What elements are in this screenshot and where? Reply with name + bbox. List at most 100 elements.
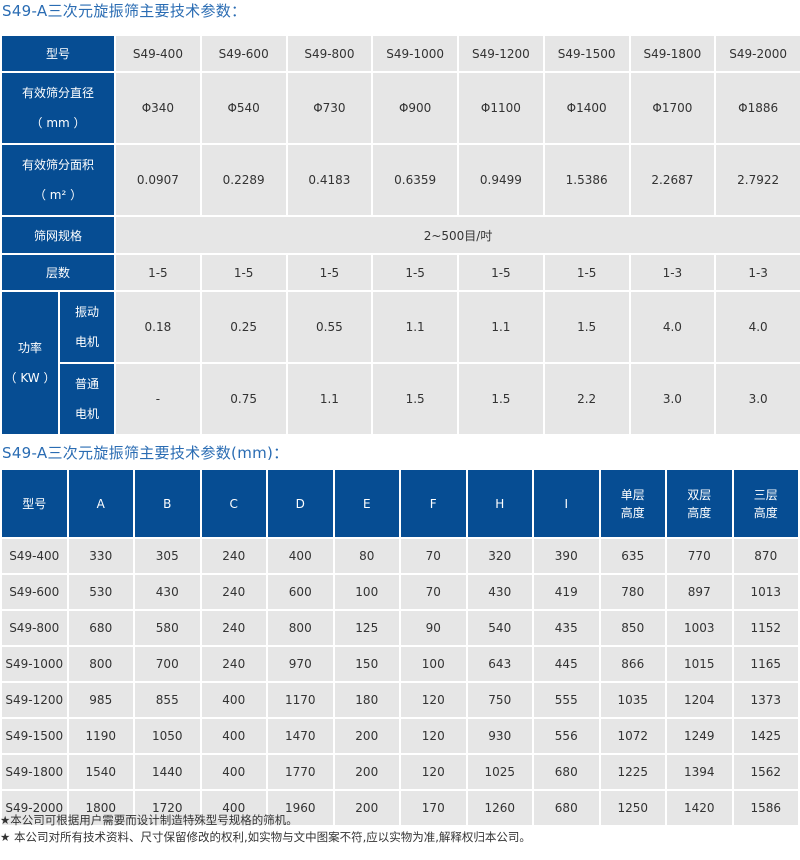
column-header: D xyxy=(266,468,335,539)
table-cell: 1072 xyxy=(598,717,667,755)
table-row: S49-1000 800 700 240 970 150 100 643 445 866 1015 1… xyxy=(0,645,800,683)
cell-text: 电机 xyxy=(75,407,100,421)
table-cell: 80 xyxy=(332,537,401,575)
table-cell: 1.1 xyxy=(285,362,374,436)
cell-text: 390 xyxy=(554,549,578,563)
cell-text: 120 xyxy=(421,693,445,707)
table-cell: 120 xyxy=(399,753,468,791)
cell-text: S49-800 xyxy=(304,46,355,61)
cell-text: 普通 xyxy=(75,377,100,391)
row-header: 有效筛分直径 （ mm ） xyxy=(0,71,117,145)
cell-text: 400 xyxy=(222,693,246,707)
cell-text: 930 xyxy=(488,729,512,743)
table-cell: S49-1500 xyxy=(542,34,631,73)
table-cell: S49-1000 xyxy=(371,34,460,73)
table-cell: 400 xyxy=(199,753,268,791)
cell-text: 0.9499 xyxy=(479,173,522,187)
dimension-parameters-table: 型号 A B C D E F H I 单层 高度 双层 高度 三层 高度 S49-400 330 305 240 40… xyxy=(0,468,800,827)
cell-text: Φ1100 xyxy=(480,101,521,115)
table-cell: 240 xyxy=(199,609,268,647)
table-cell: 1-3 xyxy=(628,253,717,292)
cell-text: 1013 xyxy=(750,585,782,599)
cell-text: 1720 xyxy=(151,801,183,815)
cell-text: Φ1700 xyxy=(652,101,693,115)
note: ★ 本公司对所有技术资料、尺寸保留修改的权利,如实物与文中图案不符,应以实物为准… xyxy=(0,830,531,844)
table-cell: 850 xyxy=(598,609,667,647)
cell-text: 1-3 xyxy=(662,265,683,280)
table-cell: 4.0 xyxy=(714,290,800,364)
cell-text: 1373 xyxy=(750,693,782,707)
cell-text: 1260 xyxy=(484,801,516,815)
table-cell: 1373 xyxy=(731,681,800,719)
table-cell: S49-1800 xyxy=(0,753,69,791)
cell-text: C xyxy=(229,496,238,511)
table-row: 有效筛分直径 （ mm ） Φ340 Φ540 Φ730 Φ900 Φ1100 Φ1400 Φ1… xyxy=(0,71,800,145)
table-cell: 0.2289 xyxy=(199,143,288,217)
cell-text: 筛网规格 xyxy=(34,228,83,243)
table-cell: 70 xyxy=(399,537,468,575)
cell-text: 90 xyxy=(425,621,441,635)
table-cell: 1013 xyxy=(731,573,800,611)
table-row: 筛网规格 2~500目/吋 xyxy=(0,215,800,255)
table-cell: 430 xyxy=(465,573,534,611)
cell-text: 80 xyxy=(359,549,375,563)
cell-text: 540 xyxy=(488,621,512,635)
cell-text: 635 xyxy=(621,549,645,563)
table-row: S49-800 680 580 240 800 125 90 540 435 850 1003 115… xyxy=(0,609,800,647)
cell-text: 1.1 xyxy=(405,320,425,334)
cell-text: 1.5 xyxy=(491,392,511,406)
cell-text: 0.55 xyxy=(316,320,343,334)
table-cell: 985 xyxy=(66,681,135,719)
cell-text: Φ1886 xyxy=(738,101,779,115)
cell-text: Φ730 xyxy=(313,101,346,115)
table-cell: 1586 xyxy=(731,789,800,827)
table-cell: 600 xyxy=(266,573,335,611)
table-cell: 970 xyxy=(266,645,335,683)
table-cell: Φ540 xyxy=(199,71,288,145)
cell-text: 240 xyxy=(222,621,246,635)
column-header: A xyxy=(66,468,135,539)
table-cell: 3.0 xyxy=(628,362,717,436)
table-row: S49-1500 1190 1050 400 1470 200 120 930 556 1072 1… xyxy=(0,717,800,755)
cell-text: 0.25 xyxy=(230,320,257,334)
cell-text: Φ900 xyxy=(398,101,432,115)
cell-text: 1204 xyxy=(683,693,715,707)
table-cell: 1035 xyxy=(598,681,667,719)
cell-text: 200 xyxy=(355,765,379,779)
column-header: 三层 高度 xyxy=(731,468,800,539)
cell-text: 120 xyxy=(421,765,445,779)
table-cell: 0.6359 xyxy=(371,143,460,217)
table-cell: 1190 xyxy=(66,717,135,755)
table-cell: 240 xyxy=(199,537,268,575)
cell-text: 850 xyxy=(621,621,645,635)
table-cell: 419 xyxy=(532,573,601,611)
table-cell: 635 xyxy=(598,537,667,575)
table-cell: 100 xyxy=(399,645,468,683)
table-cell: 200 xyxy=(332,753,401,791)
cell-text: 1035 xyxy=(617,693,649,707)
cell-text: 400 xyxy=(222,729,246,743)
table-cell: 680 xyxy=(66,609,135,647)
table-cell: 1003 xyxy=(665,609,734,647)
cell-text: 1050 xyxy=(151,729,183,743)
column-header: B xyxy=(133,468,202,539)
table-cell: 1720 xyxy=(133,789,202,827)
table-cell: 1170 xyxy=(266,681,335,719)
table-cell: 320 xyxy=(465,537,534,575)
cell-text: 0.4183 xyxy=(308,173,351,187)
table-cell: 1-5 xyxy=(371,253,460,292)
cell-text: 1770 xyxy=(284,765,316,779)
cell-text: 振动 xyxy=(75,305,100,319)
cell-text: 1-5 xyxy=(405,265,425,280)
cell-text: 556 xyxy=(554,729,578,743)
table-cell: S49-800 xyxy=(0,609,69,647)
table-cell: 1.5 xyxy=(542,290,631,364)
table-cell: 125 xyxy=(332,609,401,647)
cell-text: 电机 xyxy=(75,335,100,349)
cell-text: 530 xyxy=(89,585,113,599)
table-cell: - xyxy=(114,362,202,436)
table-cell: 2.2 xyxy=(542,362,631,436)
cell-text: 100 xyxy=(421,657,445,671)
table-cell: 305 xyxy=(133,537,202,575)
cell-text: 400 xyxy=(288,549,312,563)
